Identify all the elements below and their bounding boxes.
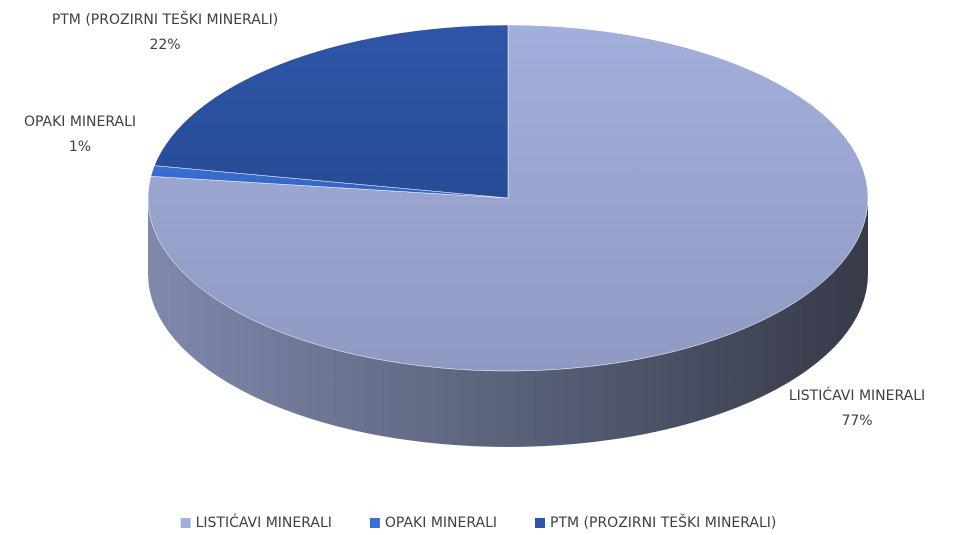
slice: [154, 24, 509, 199]
legend-label: LISTIĆAVI MINERALI: [196, 513, 332, 531]
legend-label: OPAKI MINERALI: [385, 515, 497, 531]
legend-label: PTM (PROZIRNI TEŠKI MINERALI): [550, 513, 776, 531]
legend-swatch: [535, 518, 546, 528]
legend-swatch: [369, 518, 380, 528]
data-label-name: OPAKI MINERALI: [24, 114, 136, 130]
data-label-name: PTM (PROZIRNI TEŠKI MINERALI): [52, 10, 278, 28]
slice-side: [148, 198, 868, 447]
data-label-value: 22%: [149, 37, 180, 53]
data-label-value: 77%: [841, 413, 872, 429]
legend: LISTIĆAVI MINERALI OPAKI MINERALI PTM (PRO…: [180, 513, 776, 531]
data-label-name: LISTIĆAVI MINERALI: [789, 386, 925, 404]
data-label-value: 1%: [69, 139, 91, 155]
legend-swatch: [180, 518, 191, 528]
